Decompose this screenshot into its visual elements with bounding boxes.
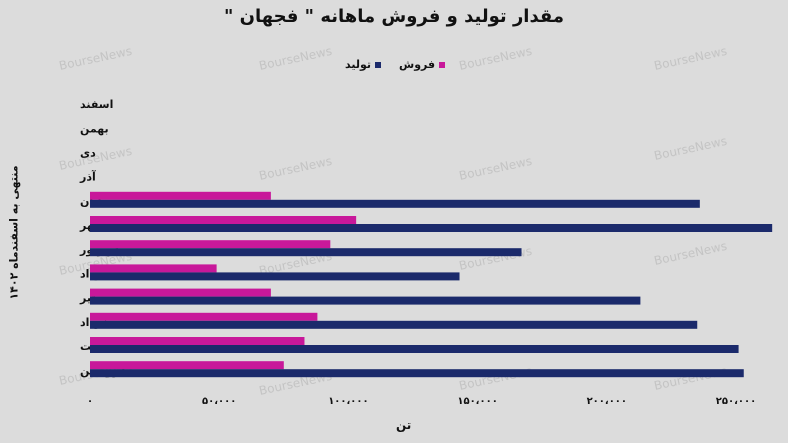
watermark-text: BourseNews	[258, 154, 333, 183]
bar-production	[90, 272, 460, 281]
watermark-text: BourseNews	[458, 244, 533, 273]
bar-sales	[90, 312, 318, 321]
watermark-text: BourseNews	[653, 364, 728, 393]
bar-production	[90, 345, 739, 353]
x-tick-label: ۱۵۰،۰۰۰	[457, 396, 497, 407]
y-tick-label: بهمن	[80, 122, 109, 135]
x-tick-label: ۲۵۰،۰۰۰	[716, 396, 756, 407]
bar-sales	[90, 361, 284, 370]
bar-sales	[90, 264, 217, 273]
y-tick-label: اسفند	[80, 98, 113, 111]
bar-sales	[90, 240, 331, 249]
y-tick-label: دی	[80, 147, 96, 160]
x-tick-label: ۵۰،۰۰۰	[202, 396, 236, 407]
y-tick-label: آذر	[79, 170, 96, 184]
bar-sales	[90, 288, 271, 297]
watermark-text: BourseNews	[258, 44, 333, 73]
watermark-text: BourseNews	[653, 239, 728, 268]
legend-label-production: تولید	[345, 58, 372, 71]
watermark-text: BourseNews	[458, 154, 533, 183]
watermark-text: BourseNews	[458, 364, 533, 393]
legend: فروش تولید	[345, 58, 446, 71]
x-tick-label: ۱۰۰،۰۰۰	[328, 396, 368, 407]
watermark-text: BourseNews	[653, 134, 728, 163]
bar-production	[90, 248, 522, 257]
x-axis-label: تن	[396, 418, 412, 432]
legend-swatch-sales	[439, 61, 446, 68]
bar-production	[90, 369, 744, 378]
bar-sales	[90, 191, 271, 200]
x-tick-label: ۲۰۰،۰۰۰	[587, 396, 627, 407]
bar-sales	[90, 216, 357, 224]
chart-title: مقدار تولید و فروش ماهانه " فجهان "	[224, 6, 564, 27]
x-tick-label: ۰	[87, 396, 93, 407]
bar-production	[90, 320, 698, 329]
legend-swatch-production	[375, 61, 382, 68]
watermark-text: BourseNews	[58, 44, 133, 73]
bar-production	[90, 224, 773, 232]
bar-production	[90, 199, 700, 208]
legend-label-sales: فروش	[399, 58, 436, 71]
legend-item-production: تولید	[345, 58, 382, 71]
watermark-text: BourseNews	[653, 44, 728, 73]
bar-production	[90, 296, 641, 305]
legend-item-sales: فروش	[399, 58, 446, 71]
watermark-text: BourseNews	[458, 44, 533, 73]
bar-sales	[90, 337, 305, 345]
